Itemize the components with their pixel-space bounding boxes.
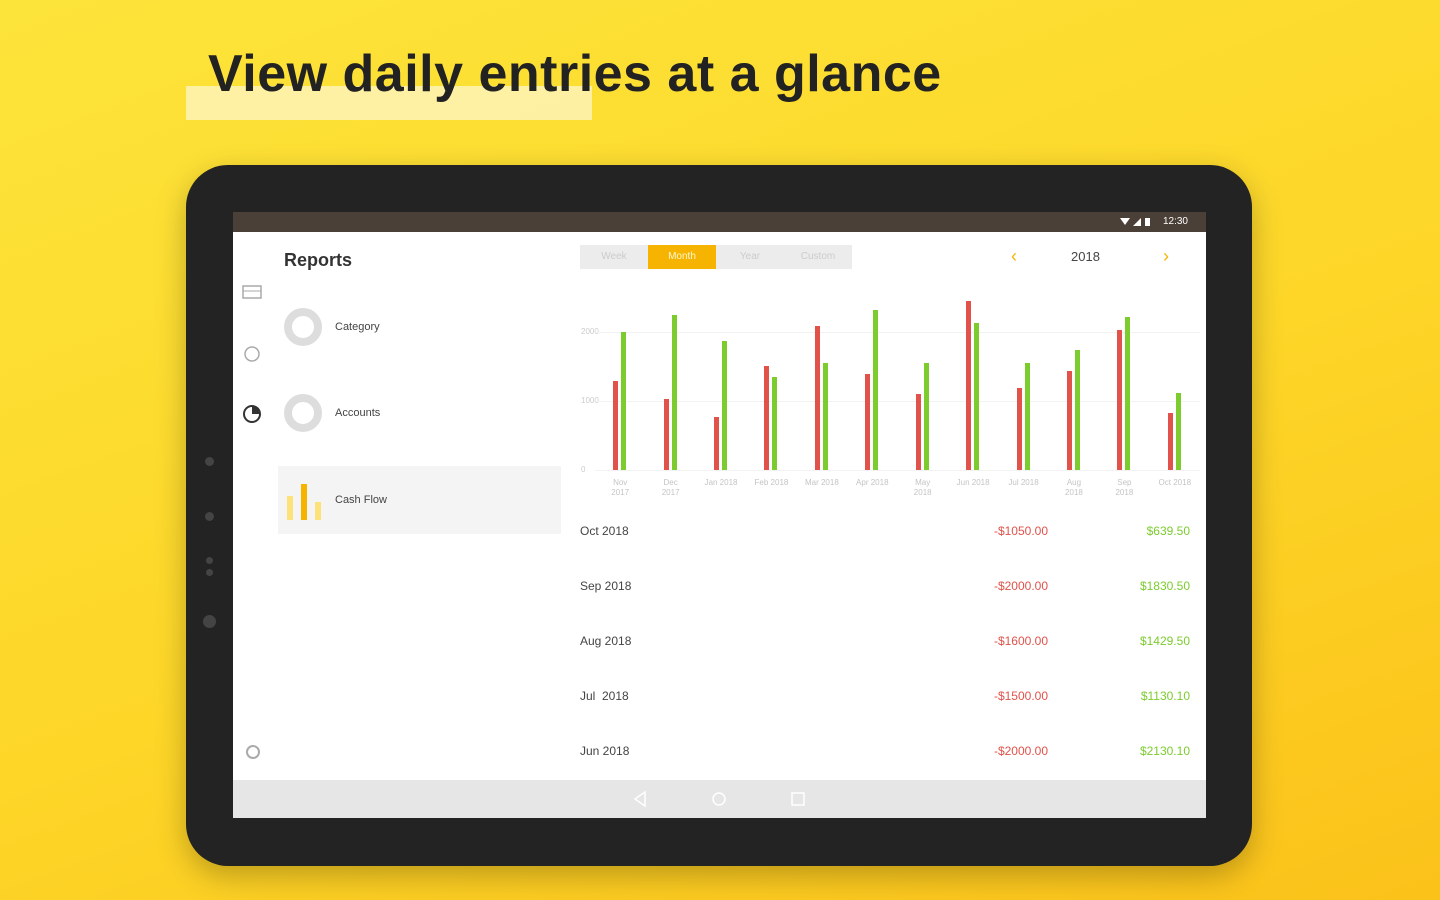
tab[interactable]: Year [716, 245, 784, 269]
table-cell: -$1500.00 [993, 689, 1048, 703]
title-highlight [186, 86, 592, 120]
x-tick-label: Apr 2018 [856, 478, 889, 487]
bar [915, 394, 921, 470]
bar [772, 377, 778, 470]
screen: 12:30 Reports Category Accounts Cash Flo… [233, 212, 1206, 818]
x-tick-label: Jan 2018 [704, 478, 738, 487]
bar [1066, 370, 1072, 470]
x-tick-label: Nov 2017 [611, 478, 630, 497]
accounts-icon [284, 394, 322, 432]
chart: 0 1000 2000 Nov 2017 Dec 2017 Jan 2018 Feb 201… [233, 212, 1206, 512]
grid-line [595, 331, 1200, 333]
table-cell: Oct 2018 [580, 524, 629, 538]
status-bar: 12:30 [233, 212, 1206, 232]
frame-dot [205, 457, 214, 466]
bar [1125, 317, 1131, 470]
bar [663, 398, 669, 470]
x-tick-label: Aug 2018 [1065, 478, 1083, 497]
bar [764, 366, 770, 470]
bar [613, 380, 619, 470]
bar [1016, 387, 1022, 470]
tab[interactable]: Month [648, 245, 716, 269]
y-tick-label: 0 [581, 465, 586, 474]
nav-bar [233, 780, 1206, 818]
settings-icon [246, 745, 260, 759]
prev-year[interactable]: ‹ [1011, 246, 1017, 266]
table-cell: Jun 2018 [580, 744, 630, 758]
table-cell: Sep 2018 [580, 579, 632, 593]
sidebar-item[interactable]: Accounts [335, 407, 381, 419]
table-cell: -$2000.00 [993, 579, 1048, 593]
category-icon [284, 308, 322, 346]
bar [621, 331, 627, 470]
frame-dot [206, 569, 213, 576]
table-cell: Jul 2018 [580, 689, 629, 703]
bar [923, 362, 929, 470]
bar [822, 362, 828, 470]
bar [1024, 362, 1030, 470]
bar [1074, 350, 1080, 470]
y-tick-label: 1000 [581, 395, 599, 405]
table-cell: $1130.10 [1140, 689, 1190, 703]
sidebar-item[interactable]: Category [335, 321, 380, 333]
table-cell: $639.50 [1146, 524, 1190, 538]
headline: View daily entries at a glance [208, 45, 942, 103]
tab[interactable]: Custom [784, 245, 852, 269]
sidebar-item[interactable]: Cash Flow [335, 494, 387, 506]
bar [873, 310, 879, 470]
grid-line [595, 400, 1200, 402]
frame-dot [205, 512, 214, 521]
bar [865, 373, 871, 470]
status-time: 12:30 [1162, 216, 1188, 227]
x-tick-label: Jul 2018 [1008, 478, 1039, 487]
bar [1175, 393, 1181, 470]
x-tick-label: May 2018 [913, 478, 932, 497]
year-label: 2018 [1071, 249, 1100, 264]
frame-dot [206, 557, 213, 564]
y-tick-label: 2000 [581, 326, 599, 336]
cashflow-icon [287, 484, 321, 520]
x-tick-label: Oct 2018 [1158, 478, 1192, 487]
table-cell: $1830.50 [1139, 579, 1190, 593]
nav-icons [633, 790, 805, 808]
status-icons [1120, 218, 1150, 226]
table-cell: $2130.10 [1139, 744, 1190, 758]
x-tick-label: Feb 2018 [754, 478, 789, 487]
table-cell: $1429.50 [1139, 634, 1190, 648]
x-tick-label: Jun 2018 [956, 478, 990, 487]
rail-icons [242, 285, 262, 423]
frame-dot [203, 615, 216, 628]
reports-title: Reports [284, 250, 353, 270]
table-cell: -$1050.00 [993, 524, 1048, 538]
x-tick-label: Mar 2018 [804, 478, 839, 487]
grid-line [595, 470, 1200, 471]
tab[interactable]: Week [580, 245, 648, 269]
x-tick-label: Dec 2017 [661, 478, 680, 497]
bar [966, 300, 972, 470]
table-cell: -$2000.00 [993, 744, 1048, 758]
bar [814, 326, 820, 470]
next-year[interactable]: › [1163, 246, 1169, 266]
bar [714, 416, 720, 470]
x-tick-label: Sep 2018 [1115, 478, 1134, 497]
bar [974, 322, 980, 470]
bar [1117, 329, 1123, 470]
bar [722, 340, 728, 470]
selected-item-bg [278, 466, 561, 534]
table-cell: Aug 2018 [580, 634, 632, 648]
table-cell: -$1600.00 [993, 634, 1048, 648]
bar [671, 315, 677, 470]
bar [1167, 413, 1173, 470]
